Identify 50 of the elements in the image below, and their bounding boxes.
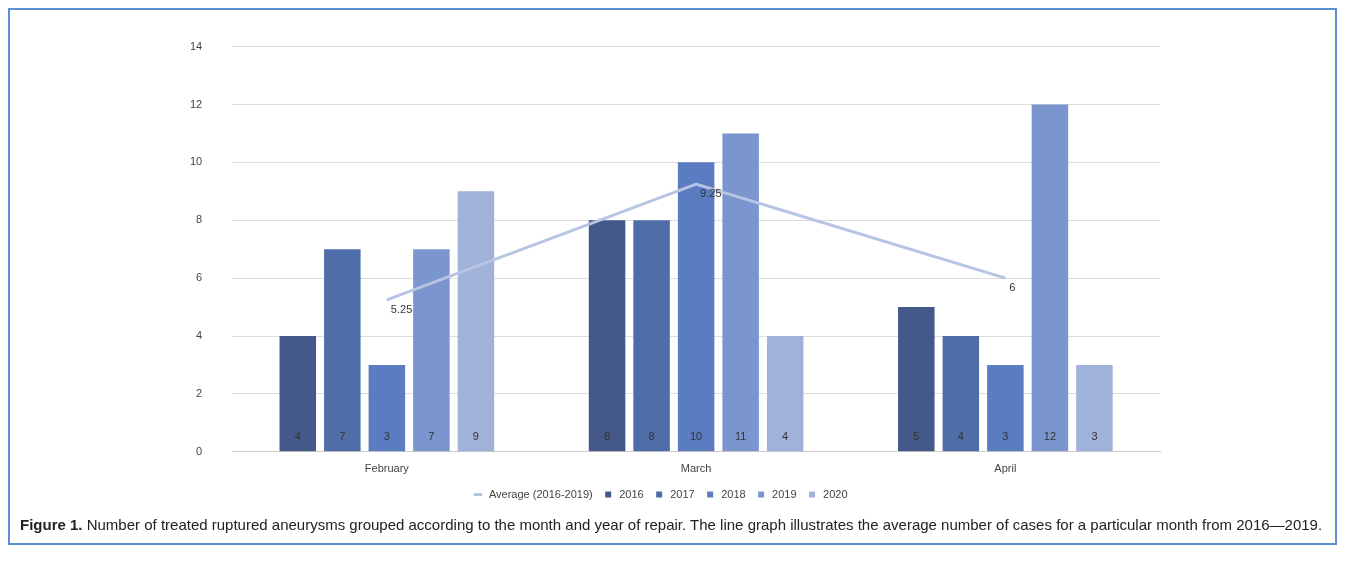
y-tick-label: 4	[196, 329, 203, 342]
y-tick-label: 10	[189, 155, 203, 168]
data-label: 4	[294, 430, 301, 443]
data-label: 12	[1043, 430, 1057, 443]
legend-label: Average (2016-2019)	[488, 487, 593, 500]
bar	[766, 336, 804, 452]
legend-label: 2017	[670, 487, 695, 500]
x-tick-label: April	[994, 462, 1017, 475]
x-tick-label: March	[680, 462, 712, 475]
data-label: 3	[1091, 430, 1098, 443]
legend-label: 2018	[721, 487, 746, 500]
y-tick-label: 6	[196, 271, 203, 284]
data-label: 6	[1009, 281, 1016, 294]
y-tick-label: 12	[189, 97, 203, 110]
bar	[368, 364, 406, 452]
data-label: 11	[734, 430, 747, 443]
bar	[1076, 364, 1113, 452]
bar	[457, 191, 495, 452]
bar	[633, 220, 670, 452]
bar	[722, 133, 759, 452]
text: Number of treated ruptured aneurysms grouped according to the month and year of repair. The line graph illustrates the average number of cases for a particular month from 2016—2019.	[86, 516, 1323, 533]
y-tick-label: 0	[196, 444, 203, 457]
data-label: 8	[648, 430, 655, 443]
data-label: 7	[428, 430, 435, 443]
data-label: 4	[782, 430, 789, 443]
y-tick-label: 8	[196, 213, 203, 226]
legend-label: 2020	[823, 487, 848, 500]
bar	[413, 249, 450, 452]
data-label: 7	[339, 430, 346, 443]
y-tick-label: 14	[189, 39, 203, 52]
x-tick-label: February	[364, 462, 410, 475]
bar	[279, 336, 317, 452]
bar	[588, 220, 626, 452]
data-label: 8	[603, 430, 611, 443]
data-label: 4	[957, 430, 964, 443]
y-tick-label: 2	[196, 386, 203, 399]
data-label: 5	[913, 430, 920, 443]
data-label: 5.25	[390, 302, 413, 315]
data-label: 3	[383, 430, 390, 443]
legend-label: 2019	[772, 487, 797, 500]
caption: Figure 1.	[20, 516, 84, 533]
legend-label: 2016	[619, 487, 644, 500]
bar	[942, 336, 980, 452]
bar	[1031, 104, 1069, 452]
bar	[987, 364, 1024, 452]
data-label: 3	[1002, 430, 1009, 443]
bar	[898, 307, 935, 452]
bar	[324, 249, 361, 452]
data-label: 9	[472, 430, 479, 443]
data-label: 10	[689, 430, 703, 443]
